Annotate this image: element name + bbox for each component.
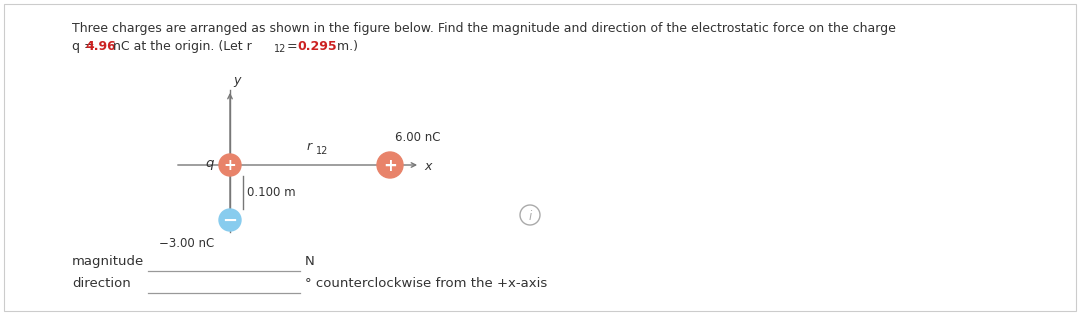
Text: Three charges are arranged as shown in the figure below. Find the magnitude and : Three charges are arranged as shown in t… [72,22,896,35]
Text: N: N [305,255,314,268]
Text: =: = [283,40,301,53]
Text: −3.00 nC: −3.00 nC [159,237,214,250]
Text: magnitude: magnitude [72,255,145,268]
Text: −: − [222,212,238,230]
Text: ° counterclockwise from the +x-axis: ° counterclockwise from the +x-axis [305,277,548,290]
Text: q: q [205,158,214,170]
Text: x: x [424,159,431,173]
Text: +: + [224,158,237,174]
Text: 0.100 m: 0.100 m [247,186,296,199]
Circle shape [219,209,241,231]
Text: 0.295: 0.295 [297,40,337,53]
Text: m.): m.) [333,40,357,53]
Text: nC at the origin. (Let r: nC at the origin. (Let r [109,40,252,53]
Text: i: i [528,209,531,222]
Text: +: + [383,157,397,175]
Text: q =: q = [72,40,98,53]
Text: 4.96: 4.96 [85,40,116,53]
Text: r: r [307,140,311,153]
Circle shape [219,154,241,176]
Circle shape [377,152,403,178]
Text: 6.00 nC: 6.00 nC [395,131,441,144]
Text: y: y [233,74,241,87]
Text: direction: direction [72,277,131,290]
Text: 12: 12 [274,44,286,54]
Text: 12: 12 [316,146,328,156]
